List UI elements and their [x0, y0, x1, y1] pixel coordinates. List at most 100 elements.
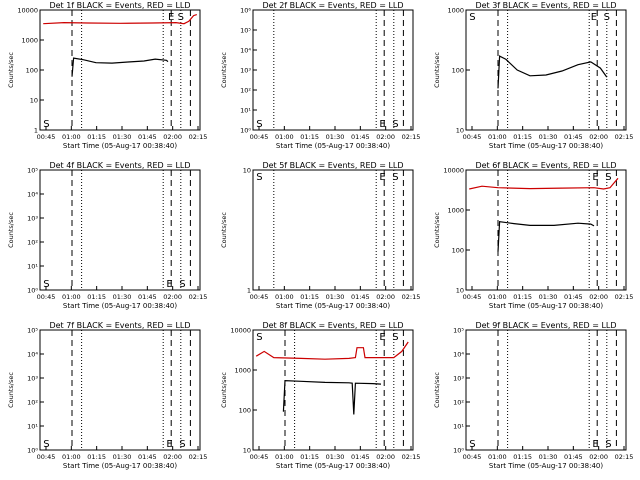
- y-tick-label: 10: [456, 287, 464, 295]
- x-axis-label: Start Time (05-Aug-17 00:38:40): [276, 462, 390, 470]
- x-tick-label: 02:00: [589, 133, 608, 141]
- plot-frame: [465, 329, 627, 451]
- event-marker-s: S: [256, 172, 262, 183]
- event-marker-s: S: [469, 439, 475, 450]
- x-tick-label: 00:45: [250, 453, 269, 461]
- panel-title: Det 6f BLACK = Events, RED = LLD: [475, 161, 616, 170]
- y-axis-label: Counts/sec: [433, 212, 441, 248]
- series-events: [497, 221, 595, 252]
- x-tick-label: 02:00: [376, 293, 395, 301]
- x-tick-label: 01:00: [62, 453, 81, 461]
- series-events: [282, 379, 382, 415]
- x-tick-label: 01:15: [300, 453, 319, 461]
- y-tick-label: 10⁶: [240, 7, 251, 15]
- panel-title: Det 1f BLACK = Events, RED = LLD: [49, 1, 190, 10]
- x-tick-label: 01:30: [113, 133, 132, 141]
- y-tick-label: 10³: [453, 375, 464, 383]
- panel-1: Det 1f BLACK = Events, RED = LLD 1 10 100 10…: [7, 1, 207, 150]
- y-axis-label: Counts/sec: [220, 52, 228, 88]
- panel-title: Det 7f BLACK = Events, RED = LLD: [49, 321, 190, 330]
- panel-title: Det 2f BLACK = Events, RED = LLD: [262, 1, 403, 10]
- plot-frame: [465, 169, 627, 291]
- y-tick-label: 10²: [27, 239, 38, 247]
- x-tick-label: 01:15: [300, 293, 319, 301]
- y-tick-label: 10²: [27, 399, 38, 407]
- x-tick-label: 00:45: [37, 453, 56, 461]
- x-tick-label: 01:00: [62, 293, 81, 301]
- y-tick-label: 10¹: [27, 423, 38, 431]
- x-tick-label: 01:15: [87, 293, 106, 301]
- y-tick-label: 10⁰: [27, 287, 38, 295]
- x-tick-label: 00:45: [250, 133, 269, 141]
- event-marker-s: S: [179, 439, 185, 450]
- x-tick-label: 02:00: [376, 453, 395, 461]
- y-tick-label: 1: [34, 127, 38, 135]
- y-tick-label: 10³: [27, 375, 38, 383]
- event-marker-e: E: [379, 172, 385, 183]
- y-axis-label: Counts/sec: [7, 372, 15, 408]
- y-tick-label: 10: [243, 447, 251, 455]
- y-tick-label: 10¹: [240, 107, 251, 115]
- y-axis-label: Counts/sec: [433, 52, 441, 88]
- series-lld: [469, 177, 619, 190]
- x-tick-label: 01:45: [351, 453, 370, 461]
- event-marker-e: E: [592, 439, 598, 450]
- x-axis-label: Start Time (05-Aug-17 00:38:40): [63, 302, 177, 310]
- x-axis-label: Start Time (05-Aug-17 00:38:40): [63, 142, 177, 150]
- x-tick-label: 02:00: [589, 293, 608, 301]
- panel-5: Det 5f BLACK = Events, RED = LLD 1 10 Count…: [220, 161, 420, 310]
- event-marker-e: E: [166, 439, 172, 450]
- event-marker-s: S: [392, 332, 398, 343]
- y-tick-label: 1000: [447, 207, 464, 215]
- event-marker-s: S: [256, 332, 262, 343]
- y-tick-label: 10⁵: [27, 327, 38, 335]
- x-tick-label: 01:00: [488, 293, 507, 301]
- y-tick-label: 10³: [27, 215, 38, 223]
- y-tick-label: 100: [26, 67, 38, 75]
- panel-8: Det 8f BLACK = Events, RED = LLD 10 100 100…: [220, 321, 420, 470]
- event-marker-s: S: [605, 172, 611, 183]
- x-tick-label: 02:00: [163, 453, 182, 461]
- x-tick-label: 02:00: [376, 133, 395, 141]
- x-tick-label: 02:15: [615, 133, 634, 141]
- x-tick-label: 02:00: [589, 453, 608, 461]
- plot-frame: [39, 329, 201, 451]
- series-events: [497, 55, 608, 89]
- x-tick-label: 01:30: [113, 293, 132, 301]
- x-tick-label: 02:15: [615, 293, 634, 301]
- x-tick-label: 01:15: [300, 133, 319, 141]
- event-marker-s: S: [179, 279, 185, 290]
- x-tick-label: 01:45: [564, 293, 583, 301]
- x-tick-label: 02:15: [189, 133, 208, 141]
- event-marker-s: S: [469, 12, 475, 23]
- y-tick-label: 10⁰: [27, 447, 38, 455]
- panel-title: Det 3f BLACK = Events, RED = LLD: [475, 1, 616, 10]
- x-axis-label: Start Time (05-Aug-17 00:38:40): [276, 142, 390, 150]
- event-marker-s: S: [605, 439, 611, 450]
- x-tick-label: 02:15: [402, 133, 421, 141]
- event-marker-s: S: [178, 12, 184, 23]
- x-axis-label: Start Time (05-Aug-17 00:38:40): [489, 302, 603, 310]
- event-marker-e: E: [168, 12, 174, 23]
- event-marker-s: S: [43, 279, 49, 290]
- x-tick-label: 01:30: [539, 133, 558, 141]
- panel-2: Det 2f BLACK = Events, RED = LLD 10⁰ 10¹ 10…: [220, 1, 420, 150]
- y-tick-label: 1: [247, 287, 251, 295]
- x-tick-label: 02:00: [163, 133, 182, 141]
- y-tick-label: 10⁵: [453, 327, 464, 335]
- x-tick-label: 02:15: [189, 293, 208, 301]
- x-axis-label: Start Time (05-Aug-17 00:38:40): [276, 302, 390, 310]
- y-tick-label: 10000: [443, 167, 464, 175]
- x-axis-label: Start Time (05-Aug-17 00:38:40): [489, 142, 603, 150]
- x-tick-label: 00:45: [463, 453, 482, 461]
- x-tick-label: 02:15: [402, 293, 421, 301]
- event-marker-s: S: [392, 172, 398, 183]
- x-tick-label: 01:00: [275, 453, 294, 461]
- y-axis-label: Counts/sec: [220, 372, 228, 408]
- x-tick-label: 01:00: [275, 133, 294, 141]
- y-tick-label: 10³: [240, 67, 251, 75]
- y-tick-label: 10²: [240, 87, 251, 95]
- x-tick-label: 01:00: [488, 453, 507, 461]
- event-marker-e: E: [591, 12, 597, 23]
